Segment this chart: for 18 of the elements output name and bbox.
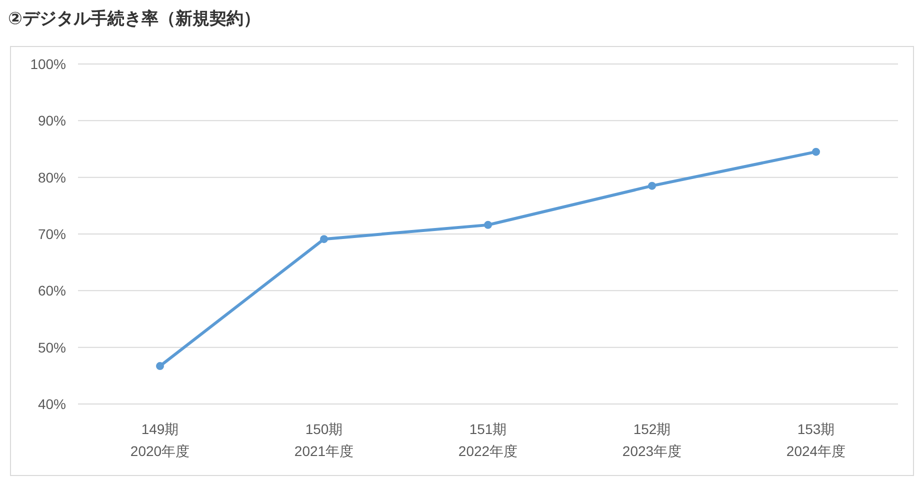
point xyxy=(812,148,820,156)
x-tick-label: 152期 2023年度 xyxy=(622,421,682,459)
y-tick-label: 50% xyxy=(38,339,66,356)
y-tick-label: 80% xyxy=(38,169,66,186)
y-tick-label: 70% xyxy=(38,226,66,242)
point xyxy=(156,362,164,370)
chart-title: ②デジタル手続き率（新規契約） xyxy=(8,9,260,28)
y-tick-label: 90% xyxy=(38,112,66,129)
y-tick-label: 60% xyxy=(38,282,66,299)
point xyxy=(320,235,328,244)
point xyxy=(648,182,656,190)
point xyxy=(484,220,492,229)
x-tick-label: 151期 2022年度 xyxy=(458,421,518,459)
y-tick-label: 100% xyxy=(30,56,66,72)
x-tick-label: 149期 2020年度 xyxy=(130,421,190,459)
x-tick-label: 153期 2024年度 xyxy=(786,421,846,459)
y-tick-label: 40% xyxy=(38,396,66,412)
x-tick-label: 150期 2021年度 xyxy=(294,421,354,459)
